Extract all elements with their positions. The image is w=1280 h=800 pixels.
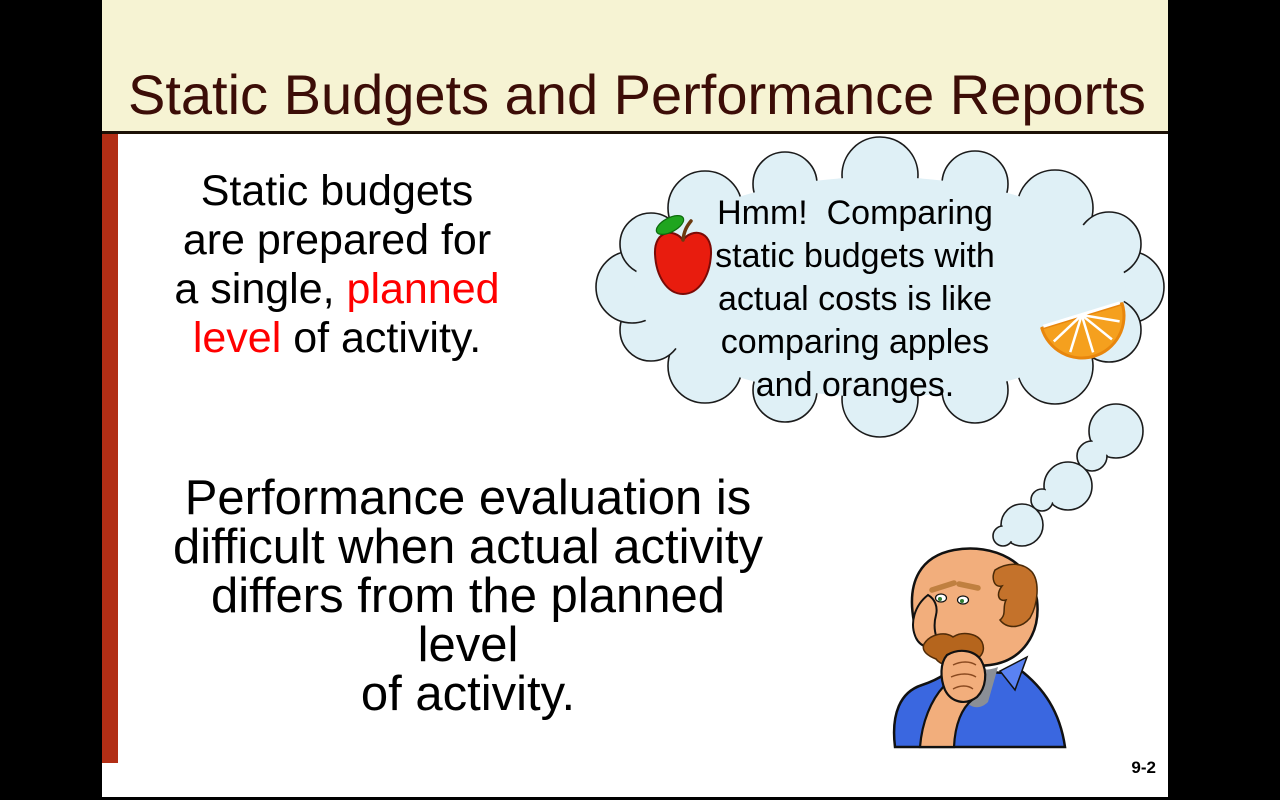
title-bar: Static Budgets and Performance Reports (102, 0, 1168, 134)
thinking-man-icon (892, 547, 1067, 749)
orange-slice-icon (1040, 301, 1126, 360)
presentation-slide[interactable]: Static Budgets and Performance Reports (102, 0, 1168, 797)
para1-line4: level of activity. (192, 314, 482, 362)
para1-line2: are prepared for (182, 216, 492, 264)
thought-bubble-text: Hmm! Comparing static budgets with actua… (715, 194, 995, 404)
page-number: 9-2 (1131, 758, 1156, 777)
thought-trail-bubbles (992, 403, 1144, 547)
apple-icon (653, 215, 713, 296)
emphasis-planned: planned (346, 265, 500, 313)
slide-title: Static Budgets and Performance Reports (128, 63, 1146, 126)
slide-artwork (595, 136, 1165, 749)
static-budgets-paragraph: Static budgets are prepared for a single… (102, 167, 572, 363)
performance-evaluation-paragraph: Performance evaluation is difficult when… (172, 471, 764, 721)
emphasis-level: level (192, 314, 282, 362)
accent-bar (102, 134, 118, 763)
para1-line3: a single, planned (174, 265, 500, 313)
para1-line1: Static budgets (200, 167, 474, 215)
